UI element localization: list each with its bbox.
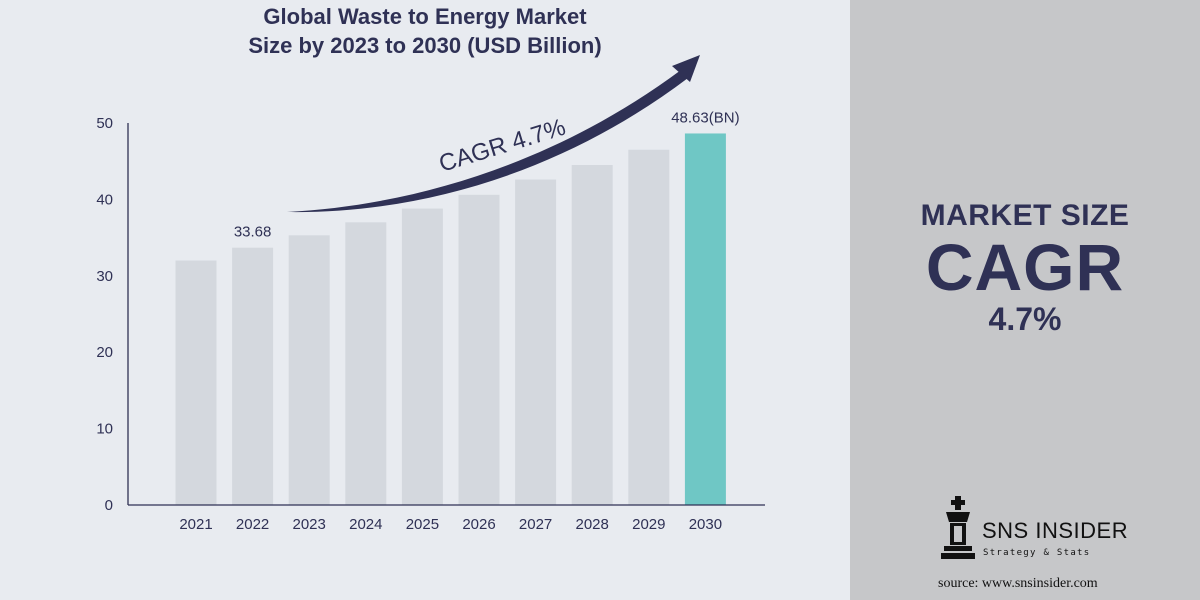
x-tick-2022: 2022 [236, 516, 269, 533]
y-tick-40: 40 [96, 191, 113, 208]
x-tick-2028: 2028 [576, 516, 609, 533]
y-tick-10: 10 [96, 421, 113, 438]
chart-title: Global Waste to Energy Market Size by 20… [150, 2, 700, 60]
y-tick-20: 20 [96, 344, 113, 361]
x-tick-2029: 2029 [632, 516, 665, 533]
brand-logo: SNS INSIDER Strategy & Stats [938, 494, 1138, 564]
bar-2022 [232, 247, 274, 505]
x-tick-2030: 2030 [689, 516, 722, 533]
bar-2030 [684, 133, 726, 505]
bar-2026 [458, 194, 500, 506]
y-tick-0: 0 [105, 497, 113, 514]
labels: 2021 2022 2023 2024 2025 2026 2027 2028 2029 2030… [96, 109, 739, 533]
x-tick-2024: 2024 [349, 516, 382, 533]
bar-2028 [571, 165, 613, 505]
bar-chart: 2021 2022 2023 2024 2025 2026 2027 2028 2029 2030… [96, 55, 765, 533]
brand-tagline: Strategy & Stats [983, 548, 1091, 558]
y-tick-50: 50 [96, 115, 113, 132]
x-tick-2021: 2021 [179, 516, 212, 533]
cagr-arrow-head [672, 55, 700, 82]
bars [175, 133, 726, 506]
source-note: source: www.snsinsider.com [938, 576, 1098, 591]
y-tick-30: 30 [96, 268, 113, 285]
x-tick-2027: 2027 [519, 516, 552, 533]
chart-title-line-1: Global Waste to Energy Market [263, 4, 587, 29]
brand-name: SNS INSIDER [982, 518, 1129, 543]
bar-2021 [175, 260, 217, 505]
kpi-value: 4.7% [988, 301, 1062, 337]
bar-2029 [628, 149, 670, 506]
kpi-title: MARKET SIZE [920, 199, 1130, 232]
bar-2025 [401, 208, 443, 505]
x-tick-2023: 2023 [293, 516, 326, 533]
data-label-2022: 33.68 [234, 224, 272, 241]
bar-2027 [515, 179, 557, 505]
kpi-block: MARKET SIZE CAGR 4.7% [850, 198, 1200, 338]
summary-panel [850, 0, 1200, 600]
axes [127, 123, 765, 506]
kpi-main: CAGR [925, 230, 1125, 304]
chart-title-line-2: Size by 2023 to 2030 (USD Billion) [248, 33, 602, 58]
x-tick-2026: 2026 [462, 516, 495, 533]
bar-2023 [288, 235, 330, 506]
data-label-2030: 48.63(BN) [671, 109, 739, 126]
bar-2024 [345, 222, 387, 505]
chess-king-icon [941, 496, 975, 559]
x-tick-2025: 2025 [406, 516, 439, 533]
